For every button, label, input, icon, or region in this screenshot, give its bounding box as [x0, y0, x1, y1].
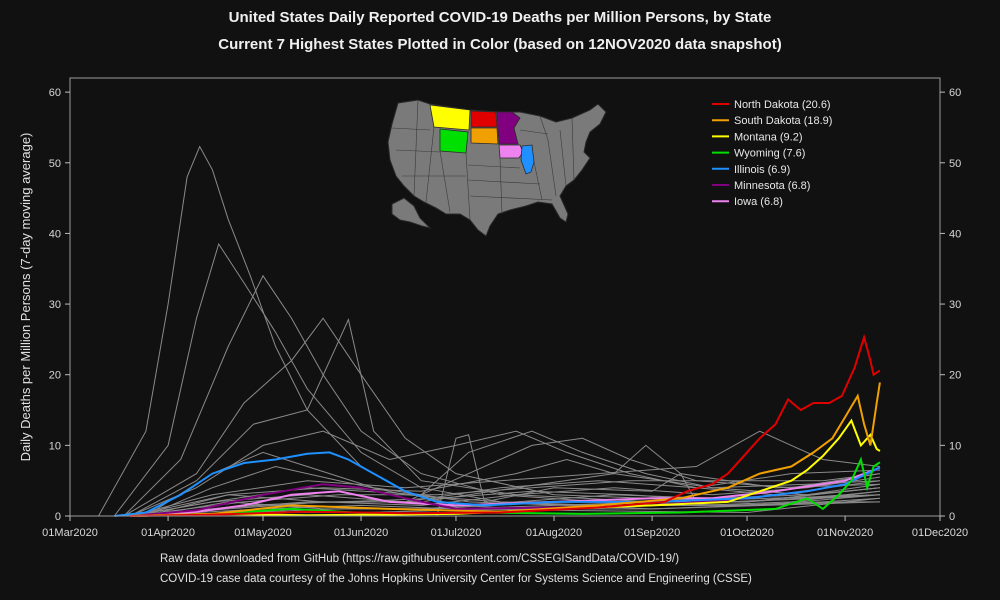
y-tick-label-left: 60	[49, 87, 61, 99]
series-line	[130, 418, 881, 517]
y-tick-label-right: 50	[949, 158, 961, 170]
legend-label: Wyoming (7.6)	[734, 148, 805, 160]
iowa-shape	[498, 144, 524, 159]
series-line-grey	[145, 451, 880, 517]
y-axis-label: Daily Deaths per Million Persons (7-day …	[18, 133, 33, 462]
x-tick-label: 01Sep2020	[624, 527, 680, 539]
y-tick-label-left: 0	[55, 511, 61, 523]
legend-label: Iowa (6.8)	[734, 196, 783, 208]
y-tick-label-right: 20	[949, 370, 961, 382]
x-tick-label: 01Aug2020	[526, 527, 582, 539]
y-tick-label-right: 10	[949, 440, 961, 452]
us-map-outline	[387, 99, 607, 237]
legend-label: Illinois (6.9)	[734, 164, 790, 176]
x-tick-label: 01Mar2020	[42, 527, 98, 539]
montana-shape	[429, 104, 471, 131]
footer-credit: COVID-19 case data courtesy of the Johns…	[160, 573, 752, 585]
series-line-grey	[113, 242, 880, 517]
series-line-grey	[129, 318, 880, 517]
series-line-grey	[129, 430, 880, 517]
legend-label: Montana (9.2)	[734, 131, 802, 143]
x-tick-label: 01Jul2020	[431, 527, 482, 539]
south-dakota-shape	[470, 127, 499, 145]
x-tick-label: 01Dec2020	[912, 527, 968, 539]
plot-frame	[69, 77, 941, 517]
y-tick-label-right: 0	[949, 511, 955, 523]
series-line	[114, 451, 881, 517]
series-line	[130, 382, 881, 517]
y-tick-label-left: 50	[49, 158, 61, 170]
chart-title: United States Daily Reported COVID-19 De…	[228, 9, 772, 26]
north-dakota-shape	[470, 110, 498, 128]
series-line-grey	[129, 458, 880, 517]
y-tick-label-left: 30	[49, 299, 61, 311]
legend-label: South Dakota (18.9)	[734, 115, 832, 127]
x-tick-label: 01Jun2020	[334, 527, 388, 539]
series-line-grey	[130, 490, 880, 517]
y-tick-label-right: 30	[949, 299, 961, 311]
series-line-grey	[145, 465, 880, 517]
us-map-inset	[387, 99, 607, 237]
y-tick-label-left: 10	[49, 440, 61, 452]
y-tick-label-left: 20	[49, 370, 61, 382]
illinois-shape	[520, 144, 535, 175]
state-borders	[391, 99, 575, 221]
x-tick-label: 01Nov2020	[817, 527, 873, 539]
series-line-grey	[123, 274, 880, 517]
chart-subtitle: Current 7 Highest States Plotted in Colo…	[218, 36, 782, 53]
y-tick-label-left: 40	[49, 228, 61, 240]
y-tick-label-right: 60	[949, 87, 961, 99]
footer-source: Raw data downloaded from GitHub (https:/…	[160, 553, 680, 565]
wyoming-shape	[439, 128, 469, 154]
series-line	[130, 333, 881, 517]
series-line-grey	[145, 476, 880, 517]
series-line-grey	[145, 490, 880, 517]
y-tick-label-right: 40	[949, 228, 961, 240]
x-tick-label: 01May2020	[234, 527, 292, 539]
legend-label: Minnesota (6.8)	[734, 180, 810, 192]
alaska-shape	[391, 197, 432, 229]
legend: North Dakota (20.6) South Dakota (18.9) Mo…	[712, 99, 832, 208]
series-line	[130, 467, 881, 517]
legend-label: North Dakota (20.6)	[734, 99, 831, 111]
x-tick-label: 01Oct2020	[720, 527, 774, 539]
series-line-grey	[129, 430, 880, 517]
minnesota-shape	[496, 111, 521, 145]
x-tick-label: 01Apr2020	[141, 527, 195, 539]
